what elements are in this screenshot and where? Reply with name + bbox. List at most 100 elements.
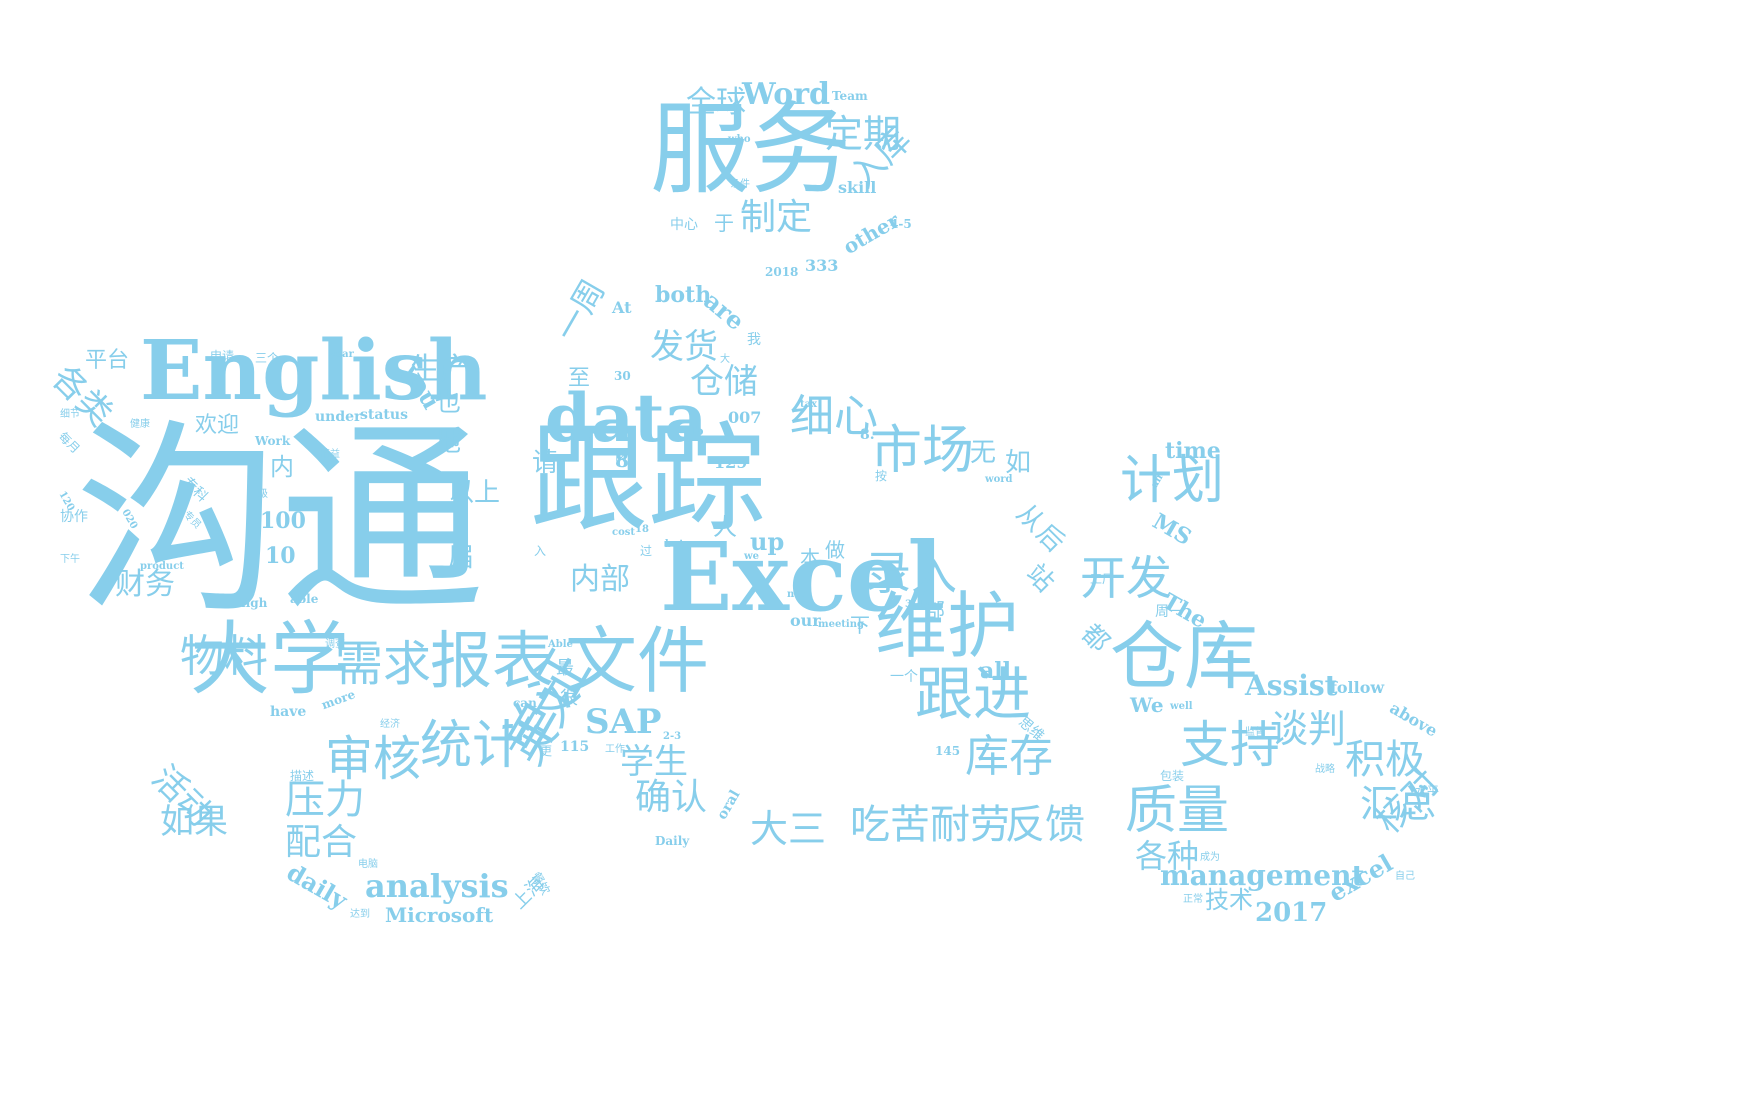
cloud-word: 学生	[620, 742, 688, 782]
cloud-word: Microsoft	[385, 903, 494, 927]
cloud-word: 2-3	[663, 731, 682, 742]
cloud-word: 成为	[1200, 852, 1220, 863]
cloud-word: 欢迎	[195, 413, 240, 438]
cloud-word: 至	[568, 366, 591, 391]
cloud-word: 正常	[1183, 894, 1203, 905]
cloud-word: 包装	[1160, 769, 1185, 783]
cloud-word: our	[790, 611, 821, 630]
cloud-word: 精益	[320, 449, 340, 460]
cloud-word: Team	[832, 89, 868, 103]
cloud-word: At	[612, 298, 632, 317]
cloud-word: 描述	[290, 769, 315, 783]
cloud-word: 过	[640, 544, 653, 558]
cloud-word: 仓储	[690, 362, 758, 402]
cloud-word: 如果	[160, 802, 228, 842]
cloud-word: both	[655, 282, 712, 308]
cloud-word: 跟进	[915, 660, 1032, 728]
cloud-word: 很	[560, 688, 578, 709]
cloud-word: above	[1386, 698, 1441, 741]
cloud-word: 生产	[410, 352, 470, 387]
cloud-word: 报表	[430, 624, 555, 697]
cloud-word: 更	[540, 744, 553, 758]
cloud-word: all	[980, 658, 1011, 684]
cloud-word: 无	[970, 438, 997, 468]
cloud-word: 财务	[115, 567, 175, 602]
cloud-word: Word	[742, 77, 831, 112]
cloud-word: status	[360, 407, 408, 423]
cloud-word: high	[237, 596, 268, 610]
cloud-word: 100	[260, 508, 306, 534]
cloud-word: cost	[612, 527, 636, 538]
cloud-word: meeting	[818, 619, 864, 630]
cloud-word: 条件	[730, 179, 750, 190]
cloud-word: We	[1130, 693, 1164, 717]
cloud-word: 8.	[860, 427, 875, 443]
cloud-word: 健康	[130, 419, 150, 430]
cloud-word: 细节	[60, 409, 80, 420]
cloud-word: 确认	[635, 777, 708, 818]
cloud-word: 经济	[380, 719, 400, 730]
cloud-word: 部	[925, 598, 945, 622]
cloud-word: 支持	[1180, 716, 1280, 774]
cloud-word: 汇总	[1360, 782, 1437, 826]
cloud-word: skill	[838, 178, 877, 197]
cloud-word: 仓库	[1110, 614, 1258, 700]
cloud-word: 配合	[285, 822, 358, 863]
cloud-word: 工厂	[1090, 572, 1115, 586]
cloud-word: 各种	[1135, 837, 1200, 875]
cloud-word: management	[1160, 859, 1365, 892]
cloud-word: 维护	[875, 584, 1020, 668]
cloud-word: oral	[714, 787, 744, 823]
cloud-word: 于	[714, 211, 734, 235]
cloud-word: 工作	[605, 744, 625, 755]
cloud-word: 都	[1075, 618, 1115, 659]
cloud-word: MS	[1148, 508, 1196, 551]
cloud-word: Assist	[1245, 669, 1338, 702]
cloud-word: 10	[265, 543, 296, 569]
cloud-word: 细心	[790, 391, 878, 442]
cloud-word: 007	[728, 408, 762, 427]
cloud-word: have	[270, 704, 307, 720]
cloud-word: daily	[282, 857, 353, 915]
cloud-word: 三个	[255, 351, 280, 365]
cloud-word: Work	[255, 434, 291, 448]
cloud-word: 质量	[1125, 781, 1230, 841]
cloud-word: To	[688, 424, 704, 438]
cloud-word: 一周	[547, 273, 613, 348]
cloud-word: 技术	[1205, 886, 1253, 914]
cloud-word: 如	[1005, 448, 1032, 478]
cloud-word: year	[330, 349, 354, 360]
cloud-word: 8	[615, 448, 629, 472]
cloud-word: follow	[1330, 678, 1385, 697]
cloud-word: 下	[850, 613, 870, 637]
cloud-word: can	[513, 696, 537, 710]
cloud-word: product	[140, 561, 184, 572]
cloud-word: English	[140, 323, 488, 419]
cloud-word: 审核	[325, 731, 422, 787]
cloud-word: SAP	[585, 702, 662, 742]
cloud-word: 跟踪	[530, 410, 767, 548]
cloud-word: 也	[435, 388, 462, 418]
cloud-word: 本	[800, 546, 820, 570]
cloud-word: 按	[875, 469, 888, 483]
cloud-word: 自己	[1395, 871, 1415, 882]
cloud-word: 市场	[870, 421, 975, 481]
cloud-word: 文件	[565, 619, 710, 703]
cloud-word: 人	[713, 513, 737, 541]
cloud-word: 岗	[615, 449, 628, 463]
cloud-word: 145	[935, 744, 961, 758]
cloud-word: 水平	[1415, 784, 1440, 798]
cloud-word: 吃苦耐劳	[850, 802, 1010, 848]
cloud-word: 平台	[85, 348, 130, 373]
cloud-word: 115	[560, 739, 590, 755]
cloud-word: up	[750, 527, 785, 556]
cloud-word: analysis	[365, 867, 509, 905]
cloud-word: 发货	[650, 327, 718, 367]
cloud-word: 大	[720, 354, 730, 365]
cloud-word: 4-5	[890, 217, 912, 231]
cloud-word: Able	[548, 639, 573, 650]
cloud-word: 电脑	[358, 859, 378, 870]
cloud-word: 届	[448, 543, 475, 573]
cloud-word: 监督	[1245, 727, 1265, 738]
